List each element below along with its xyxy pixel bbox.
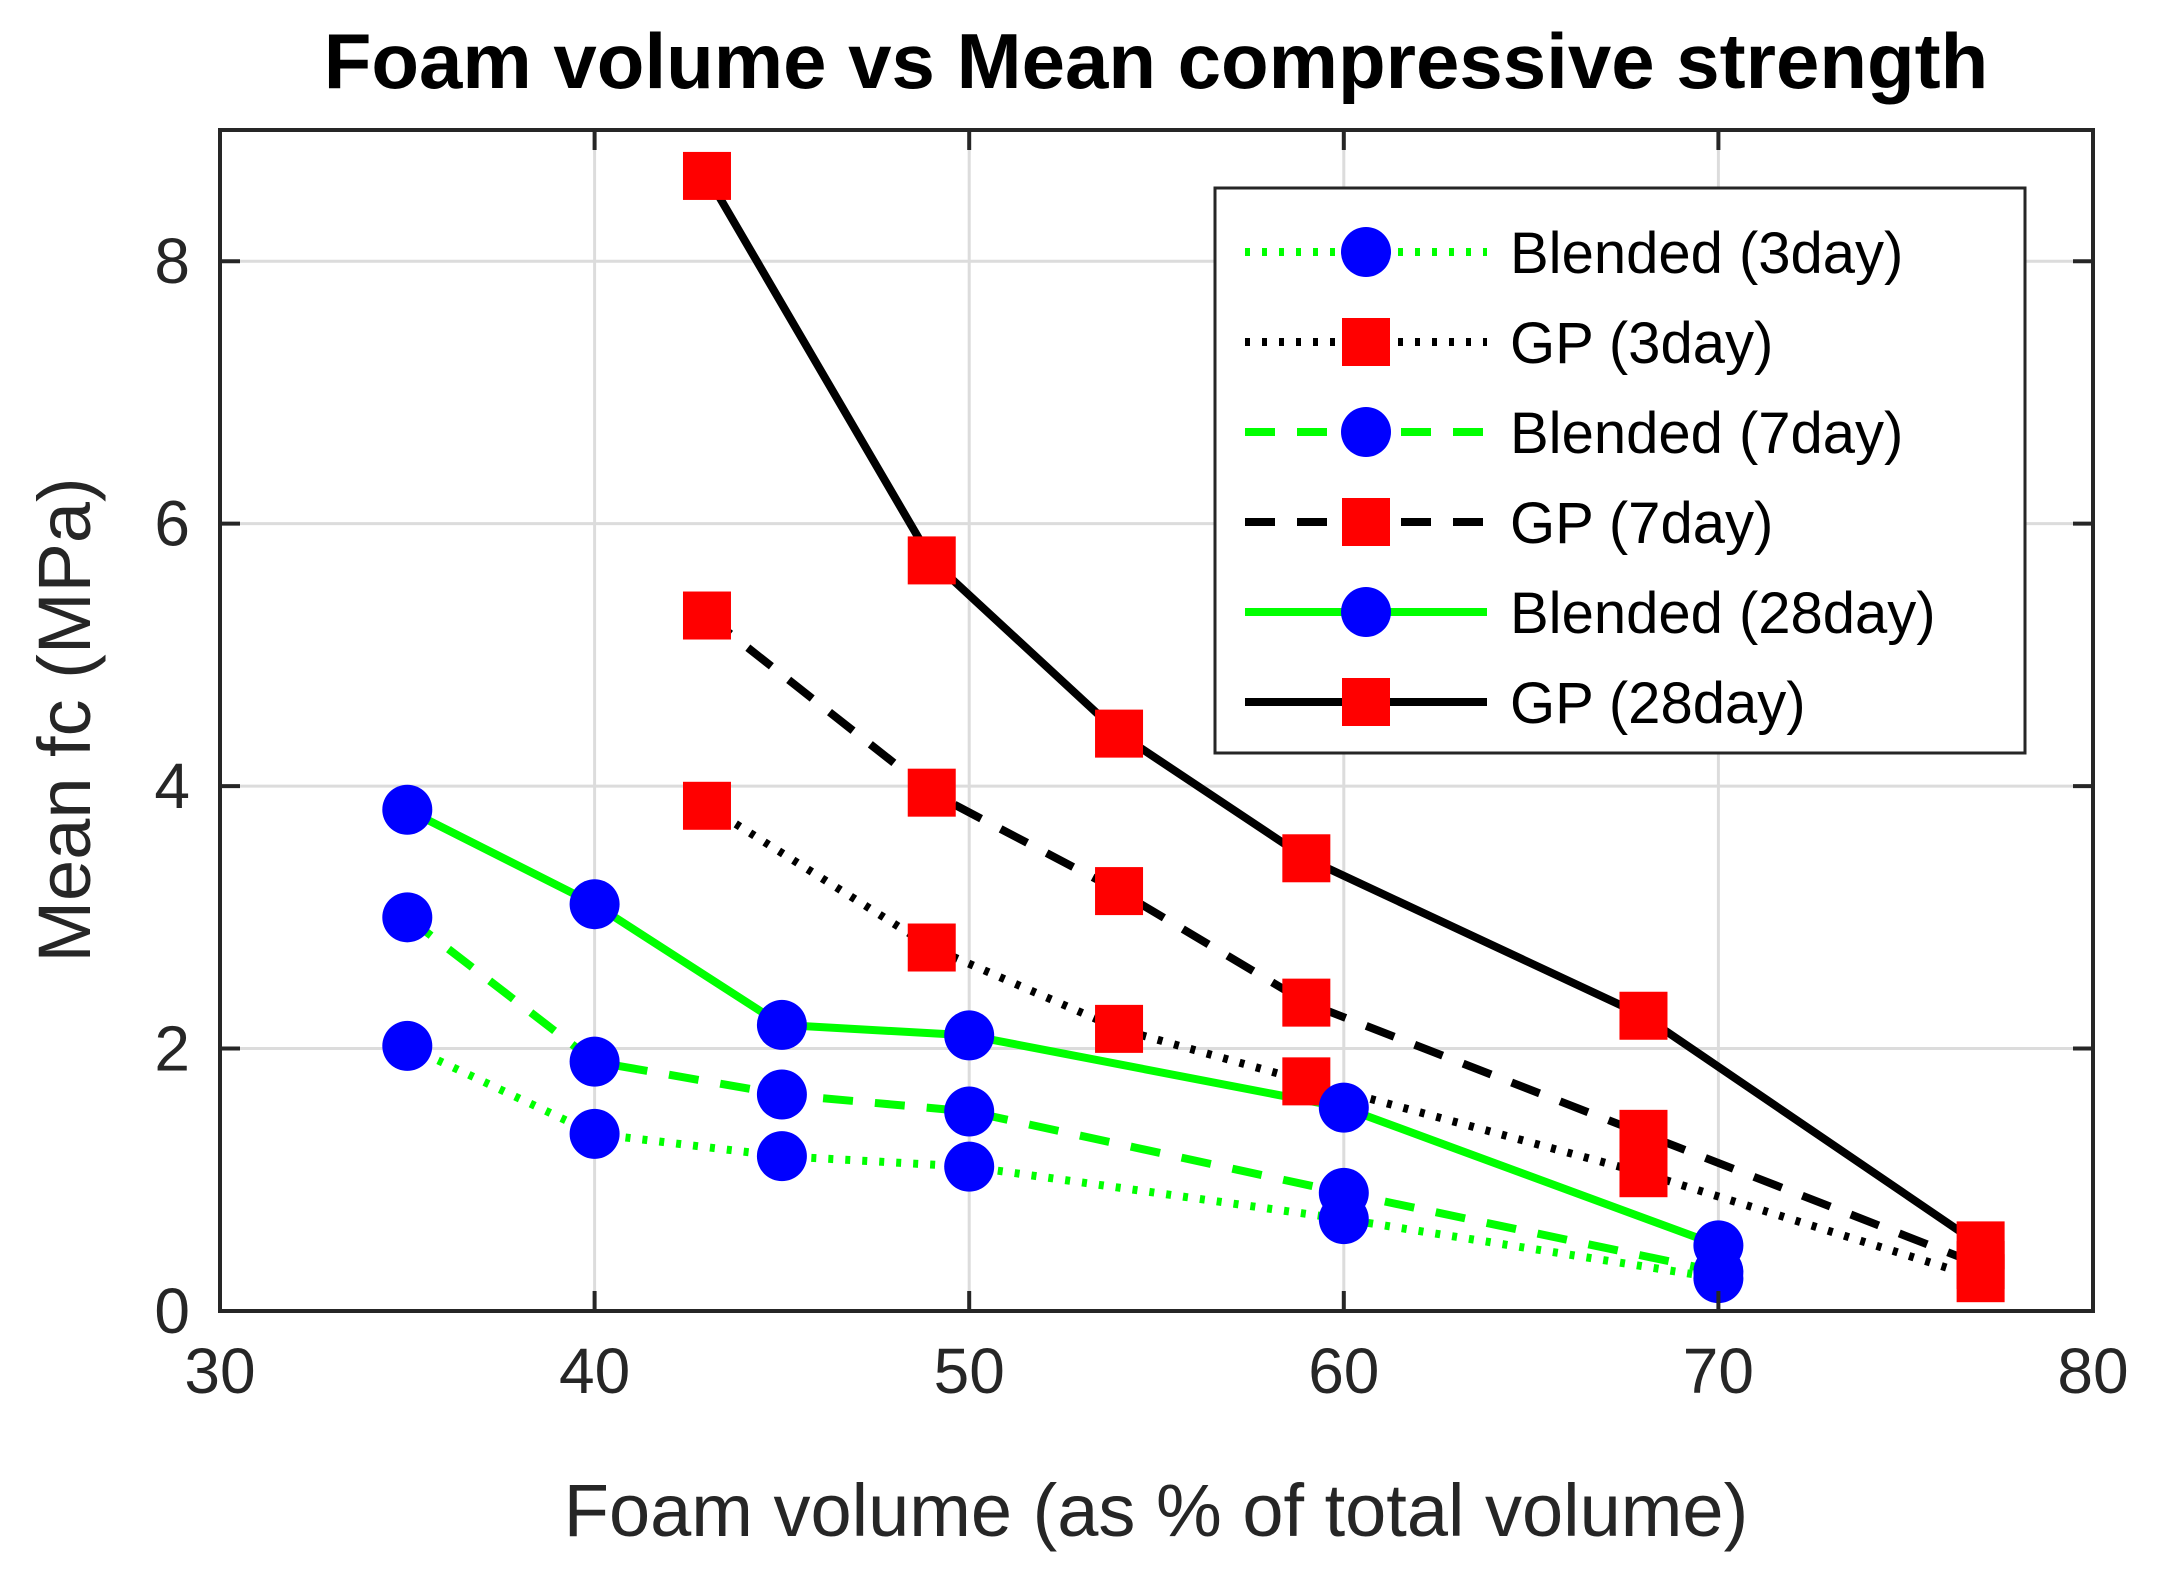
y-tick-label: 8 xyxy=(154,225,190,297)
data-point xyxy=(756,1069,807,1120)
series-line xyxy=(405,1042,1720,1283)
data-point xyxy=(756,999,807,1050)
legend-entry: Blended (3day) xyxy=(1245,221,1903,286)
data-point xyxy=(944,1141,995,1192)
data-point xyxy=(907,536,956,585)
legend-marker xyxy=(1342,318,1390,366)
series-markers xyxy=(682,151,2005,1270)
data-point xyxy=(682,591,731,640)
series-group xyxy=(382,151,2005,1304)
data-point xyxy=(907,923,956,972)
data-point xyxy=(382,892,433,943)
y-tick-label: 0 xyxy=(154,1275,190,1347)
legend-label: GP (7day) xyxy=(1510,491,1773,556)
legend: Blended (3day) GP (3day) Blended (7day) GP … xyxy=(1213,186,2027,755)
legend-entry: GP (3day) xyxy=(1245,311,1773,376)
plot-area-frame xyxy=(218,128,2095,1313)
data-point xyxy=(682,151,731,200)
data-point xyxy=(569,1036,620,1087)
data-point xyxy=(944,1086,995,1137)
series-markers xyxy=(382,784,1744,1271)
x-axis-label: Foam volume (as % of total volume) xyxy=(564,1469,1748,1552)
series-gp-3day xyxy=(704,802,1982,1283)
series-line xyxy=(405,806,1720,1250)
legend-marker xyxy=(1342,498,1390,546)
chart-title: Foam volume vs Mean compressive strength xyxy=(324,17,1989,105)
series-line xyxy=(404,914,1720,1276)
series-gp-28day xyxy=(703,173,1983,1249)
y-tick-label: 4 xyxy=(154,750,190,822)
axis-ticks: 30 40 50 60 70 80 0 2 4 6 8 xyxy=(154,130,2129,1407)
series-blended-7day xyxy=(404,914,1720,1276)
legend-label: Blended (7day) xyxy=(1510,401,1903,466)
data-point xyxy=(1318,1082,1369,1133)
data-point xyxy=(907,768,956,817)
x-tick-label: 50 xyxy=(934,1335,1005,1407)
legend-entry: Blended (28day) xyxy=(1245,581,1936,646)
data-point xyxy=(382,784,433,835)
data-point xyxy=(1095,709,1144,758)
x-tick-label: 30 xyxy=(184,1335,255,1407)
legend-box xyxy=(1213,186,2027,755)
data-point xyxy=(1282,978,1331,1027)
data-point xyxy=(569,1108,620,1159)
legend-label: GP (3day) xyxy=(1510,311,1773,376)
data-point xyxy=(1956,1221,2005,1270)
legend-marker xyxy=(1342,678,1390,726)
legend-label: Blended (3day) xyxy=(1510,221,1903,286)
data-point xyxy=(1282,834,1331,883)
series-line xyxy=(703,173,1983,1249)
series-blended-3day xyxy=(405,1042,1720,1283)
data-point xyxy=(756,1131,807,1182)
data-point xyxy=(1693,1220,1744,1271)
data-point xyxy=(944,1010,995,1061)
y-axis-label: Mean fc (MPa) xyxy=(23,477,106,962)
x-tick-label: 40 xyxy=(559,1335,630,1407)
legend-entry: GP (28day) xyxy=(1245,671,1806,736)
data-point xyxy=(569,879,620,930)
series-blended-28day xyxy=(405,806,1720,1250)
data-point xyxy=(1095,1004,1144,1053)
legend-marker xyxy=(1341,227,1391,277)
y-tick-label: 6 xyxy=(154,488,190,560)
data-point xyxy=(1619,991,1668,1040)
y-tick-label: 2 xyxy=(154,1013,190,1085)
legend-label: Blended (28day) xyxy=(1510,581,1936,646)
legend-marker xyxy=(1341,407,1391,457)
series-line xyxy=(704,802,1982,1283)
legend-label: GP (28day) xyxy=(1510,671,1806,736)
legend-entry: GP (7day) xyxy=(1245,491,1773,556)
data-point xyxy=(1095,867,1144,916)
legend-entry: Blended (7day) xyxy=(1245,401,1903,466)
data-point xyxy=(382,1020,433,1071)
x-tick-label: 60 xyxy=(1308,1335,1379,1407)
x-tick-label: 70 xyxy=(1683,1335,1754,1407)
data-point xyxy=(682,781,731,830)
data-point xyxy=(1619,1109,1668,1158)
x-tick-label: 80 xyxy=(2057,1335,2128,1407)
data-point xyxy=(1318,1167,1369,1218)
legend-marker xyxy=(1341,587,1391,637)
